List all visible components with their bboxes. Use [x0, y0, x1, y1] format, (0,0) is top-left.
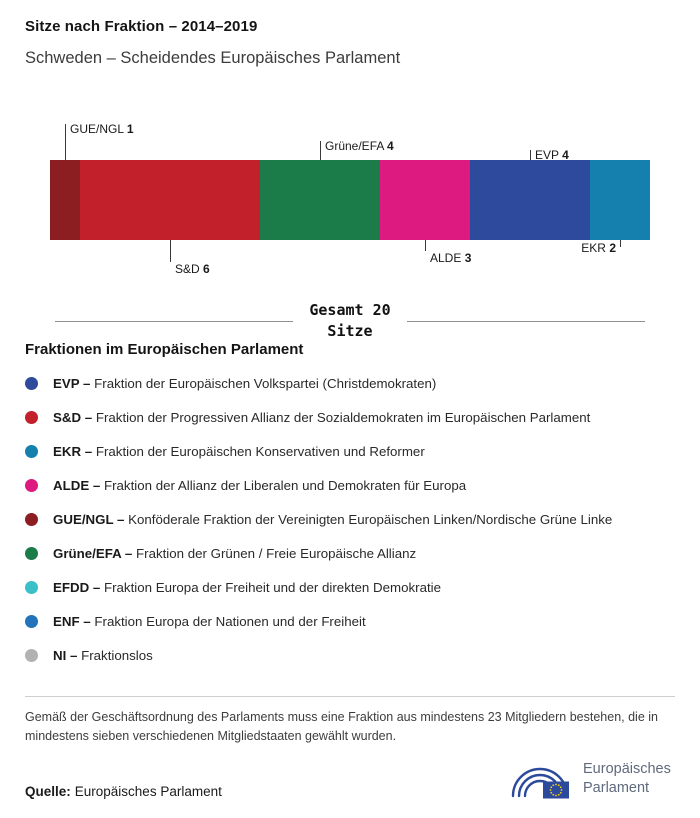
- legend-heading: Fraktionen im Europäischen Parlament: [25, 341, 304, 358]
- european-parliament-logo: Europäisches Parlament: [507, 756, 671, 802]
- legend-dot-ekr: [25, 444, 38, 458]
- legend-text: EVP – Fraktion der Europäischen Volkspar…: [53, 375, 437, 391]
- legend-item-efdd: EFDD – Fraktion Europa der Freiheit und …: [25, 570, 675, 604]
- callout-line-alde: [425, 240, 426, 251]
- source-value: Europäisches Parlament: [74, 784, 222, 799]
- logo-line-1: Europäisches: [583, 761, 671, 778]
- legend-text: NI – Fraktionslos: [53, 647, 153, 663]
- page-title: Sitze nach Fraktion – 2014–2019: [25, 18, 258, 35]
- legend-text: Grüne/EFA – Fraktion der Grünen / Freie …: [53, 545, 417, 561]
- callout-line-s-d: [170, 240, 171, 262]
- legend-text: EFDD – Fraktion Europa der Freiheit und …: [53, 579, 442, 595]
- segment-label-s-d: S&D 6: [175, 262, 210, 276]
- bar-segment-ekr: [590, 160, 650, 240]
- segment-label-gue-ngl: GUE/NGL 1: [70, 122, 134, 136]
- callout-line-gue-ngl: [65, 124, 66, 160]
- footnote-text: Gemäß der Geschäftsordnung des Parlament…: [25, 710, 658, 744]
- callout-line-gr-ne-efa: [320, 141, 321, 160]
- bar-segment-gr-ne-efa: [260, 160, 380, 240]
- legend-text: ALDE – Fraktion der Allianz der Liberale…: [53, 477, 467, 493]
- legend-dot-alde: [25, 478, 38, 492]
- bar-segment-alde: [380, 160, 470, 240]
- legend-text: ENF – Fraktion Europa der Nationen und d…: [53, 613, 366, 629]
- callout-line-evp: [530, 150, 531, 160]
- total-line-2: Sitze: [327, 322, 373, 340]
- legend-item-enf: ENF – Fraktion Europa der Nationen und d…: [25, 604, 675, 638]
- callout-line-ekr: [620, 240, 621, 247]
- total-line-1: Gesamt 20: [309, 301, 391, 319]
- legend-dot-efdd: [25, 580, 38, 594]
- legend-dot-evp: [25, 376, 38, 390]
- bar-segment-gue-ngl: [50, 160, 80, 240]
- total-seats-label: Gesamt 20 Sitze: [309, 300, 390, 342]
- legend-text: S&D – Fraktion der Progressiven Allianz …: [53, 409, 591, 425]
- bar-segment-evp: [470, 160, 590, 240]
- legend-text: GUE/NGL – Konföderale Fraktion der Verei…: [53, 511, 613, 527]
- total-rule-right: [406, 320, 645, 322]
- legend-list: EVP – Fraktion der Europäischen Volkspar…: [25, 366, 675, 672]
- source-label: Quelle:: [25, 784, 71, 799]
- logo-wordmark: Europäisches Parlament: [583, 760, 671, 798]
- footer-divider: [25, 696, 675, 697]
- segment-label-evp: EVP 4: [535, 148, 569, 162]
- legend-item-alde: ALDE – Fraktion der Allianz der Liberale…: [25, 468, 675, 502]
- eu-flag-icon: [543, 781, 569, 799]
- logo-line-2: Parlament: [583, 780, 650, 796]
- legend-dot-s-d: [25, 410, 38, 424]
- page-subtitle: Schweden – Scheidendes Europäisches Parl…: [25, 49, 401, 67]
- legend-item-ekr: EKR – Fraktion der Europäischen Konserva…: [25, 434, 675, 468]
- source-line: Quelle: Europäisches Parlament: [25, 784, 222, 799]
- legend-item-ni: NI – Fraktionslos: [25, 638, 675, 672]
- legend-item-evp: EVP – Fraktion der Europäischen Volkspar…: [25, 366, 675, 400]
- legend-item-s-d: S&D – Fraktion der Progressiven Allianz …: [25, 400, 675, 434]
- total-rule-left: [55, 320, 294, 322]
- legend-dot-ni: [25, 648, 38, 662]
- legend-text: EKR – Fraktion der Europäischen Konserva…: [53, 443, 425, 459]
- total-seats-row: Gesamt 20 Sitze: [55, 300, 645, 342]
- segment-label-alde: ALDE 3: [430, 251, 472, 265]
- legend-item-gr-ne-efa: Grüne/EFA – Fraktion der Grünen / Freie …: [25, 536, 675, 570]
- legend-dot-enf: [25, 614, 38, 628]
- segment-label-gr-ne-efa: Grüne/EFA 4: [325, 139, 394, 153]
- legend-dot-gue-ngl: [25, 512, 38, 526]
- legend-dot-gr-ne-efa: [25, 546, 38, 560]
- legend-item-gue-ngl: GUE/NGL – Konföderale Fraktion der Verei…: [25, 502, 675, 536]
- hemicycle-flag-icon: [511, 767, 569, 799]
- stacked-bar: [50, 160, 650, 240]
- bar-segment-s-d: [80, 160, 260, 240]
- segment-label-ekr: EKR 2: [581, 241, 616, 255]
